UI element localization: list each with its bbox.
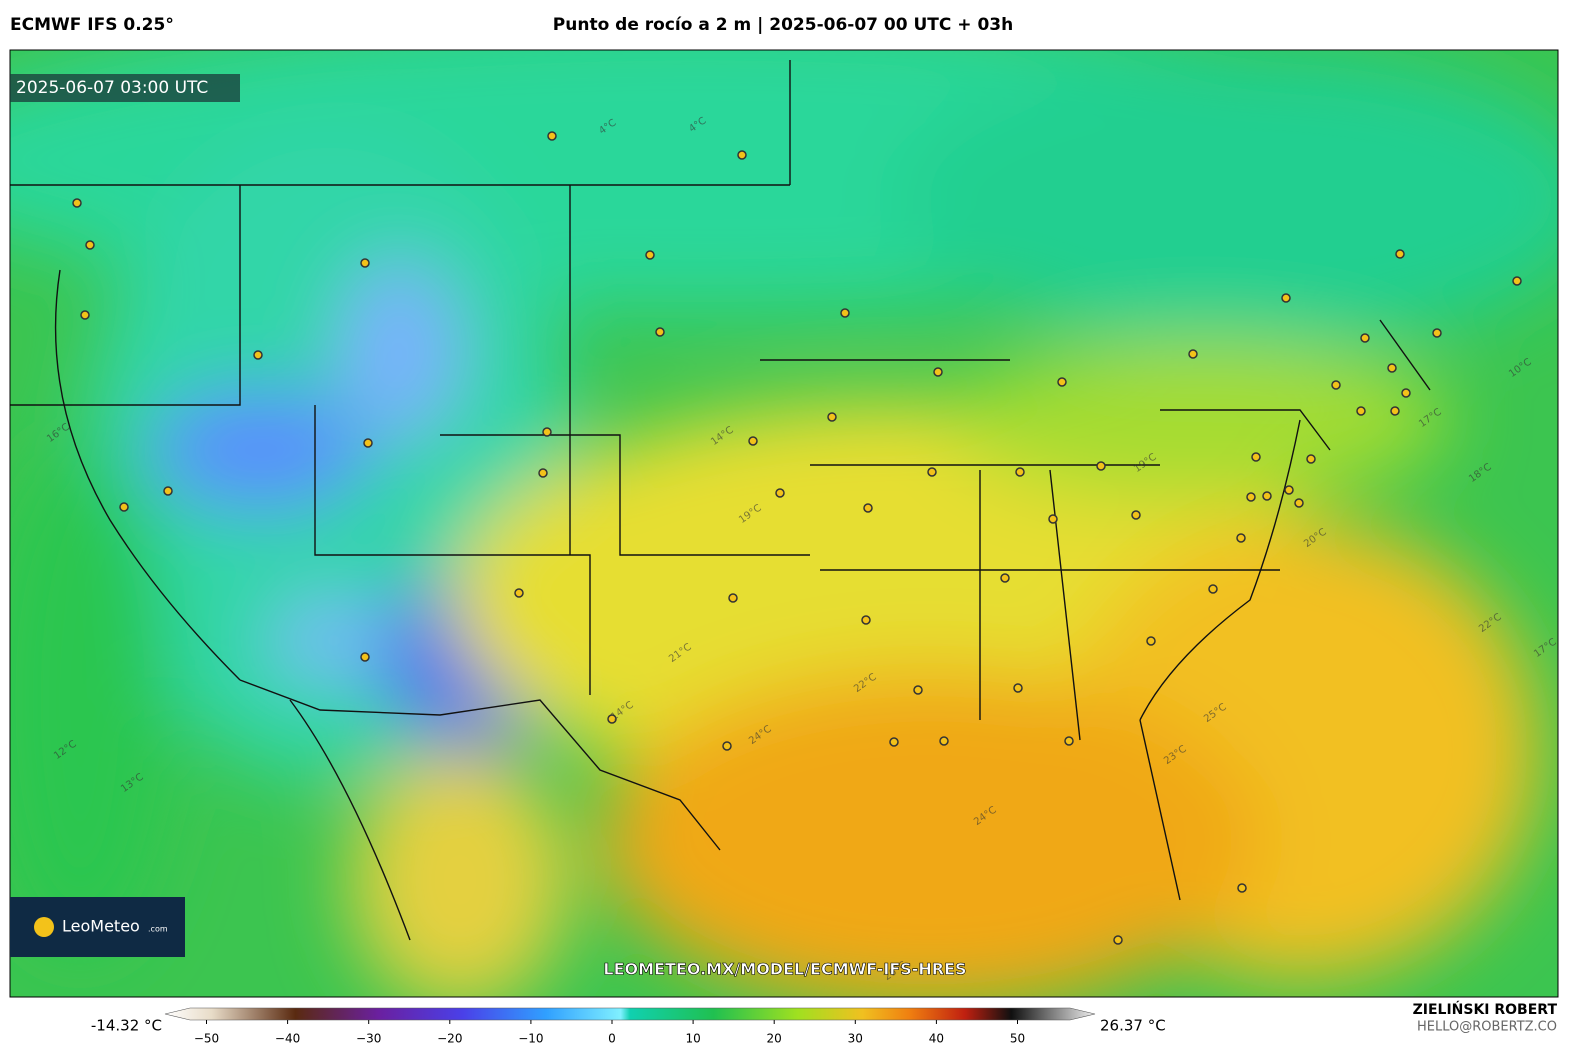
city-marker: [1236, 533, 1246, 543]
city-marker: [1246, 492, 1256, 502]
city-marker: [80, 310, 90, 320]
city-marker: [775, 488, 785, 498]
colorbar-tick-label: −20: [437, 1032, 462, 1046]
logo-text: LeoMeteo: [62, 917, 140, 936]
city-marker: [1512, 276, 1522, 286]
colorbar: [164, 1007, 1096, 1021]
colorbar-tick-label: 20: [767, 1032, 782, 1046]
city-marker: [1306, 454, 1316, 464]
colorbar-tick-label: 30: [848, 1032, 863, 1046]
city-marker: [1064, 736, 1074, 746]
colorbar-tick-label: −40: [275, 1032, 300, 1046]
colorbar-tick-label: 50: [1010, 1032, 1025, 1046]
city-marker: [861, 615, 871, 625]
city-marker: [933, 367, 943, 377]
city-marker: [85, 240, 95, 250]
city-marker: [728, 593, 738, 603]
city-marker: [1208, 584, 1218, 594]
city-marker: [1000, 573, 1010, 583]
city-marker: [737, 150, 747, 160]
city-marker: [253, 350, 263, 360]
watermark: LEOMETEO.MX/MODEL/ECMWF-IFS-HRES: [603, 960, 966, 979]
city-marker: [927, 467, 937, 477]
title: Punto de rocío a 2 m | 2025-06-07 00 UTC…: [553, 15, 1013, 35]
city-marker: [1096, 461, 1106, 471]
city-marker: [360, 652, 370, 662]
city-marker: [1251, 452, 1261, 462]
city-marker: [1401, 388, 1411, 398]
city-marker: [363, 438, 373, 448]
city-marker: [1390, 406, 1400, 416]
city-marker: [1237, 883, 1247, 893]
city-marker: [840, 308, 850, 318]
city-marker: [163, 486, 173, 496]
city-marker: [889, 737, 899, 747]
map: 4°C 4°C14°C19°C19°C21°C22°C24°C24°C23°C25…: [10, 50, 1558, 997]
city-marker: [1331, 380, 1341, 390]
city-marker: [827, 412, 837, 422]
colorbar-tick-label: 0: [608, 1032, 616, 1046]
city-marker: [514, 588, 524, 598]
author: ZIELIŃSKI ROBERT: [1413, 1000, 1558, 1018]
city-marker: [939, 736, 949, 746]
city-marker: [1113, 935, 1123, 945]
city-marker: [360, 258, 370, 268]
city-marker: [1360, 333, 1370, 343]
city-marker: [1294, 498, 1304, 508]
colorbar-tick-label: 40: [929, 1032, 944, 1046]
city-marker: [1387, 363, 1397, 373]
colorbar-tick-label: −10: [518, 1032, 543, 1046]
city-marker: [645, 250, 655, 260]
valid-time: 2025-06-07 03:00 UTC: [16, 78, 208, 98]
city-marker: [1048, 514, 1058, 524]
city-marker: [913, 685, 923, 695]
colorbar-tick-label: −30: [356, 1032, 381, 1046]
city-marker: [748, 436, 758, 446]
city-marker: [1262, 491, 1272, 501]
city-marker: [1188, 349, 1198, 359]
city-marker: [1284, 485, 1294, 495]
city-marker: [1015, 467, 1025, 477]
city-marker: [655, 327, 665, 337]
model-name: ECMWF IFS 0.25°: [10, 15, 174, 35]
city-marker: [607, 714, 617, 724]
city-marker: [542, 427, 552, 437]
city-marker: [722, 741, 732, 751]
city-marker: [1057, 377, 1067, 387]
city-marker: [1146, 636, 1156, 646]
colorbar-tick-label: 10: [685, 1032, 700, 1046]
city-marker: [863, 503, 873, 513]
city-marker: [119, 502, 129, 512]
colorbar-min: -14.32 °C: [91, 1017, 162, 1035]
city-marker: [538, 468, 548, 478]
city-marker: [72, 198, 82, 208]
logo-suffix: .com: [148, 925, 168, 934]
city-marker: [1432, 328, 1442, 338]
city-marker: [1131, 510, 1141, 520]
logo-sun: [34, 917, 54, 937]
city-marker: [1356, 406, 1366, 416]
city-marker: [1013, 683, 1023, 693]
city-marker: [1281, 293, 1291, 303]
colorbar-max: 26.37 °C: [1100, 1017, 1166, 1035]
valid-time-box: [10, 74, 240, 102]
city-marker: [1395, 249, 1405, 259]
email: HELLO@ROBERTZ.CO: [1417, 1020, 1557, 1035]
map-frame: [9, 49, 1559, 998]
city-marker: [547, 131, 557, 141]
colorbar-tick-label: −50: [194, 1032, 219, 1046]
